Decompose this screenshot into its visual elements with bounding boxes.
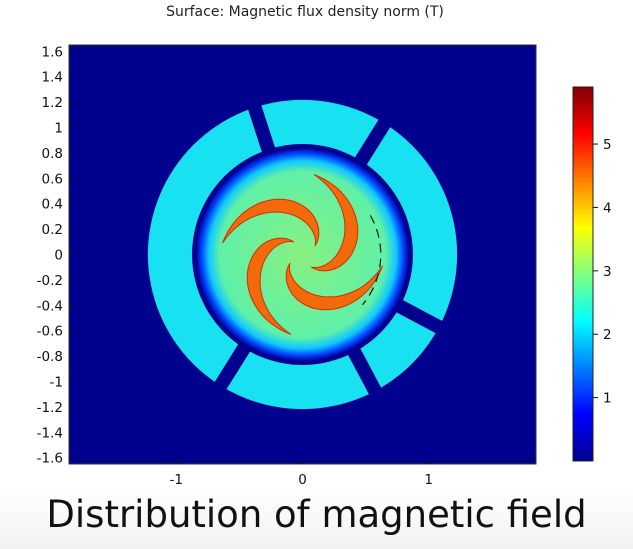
y-tick-label: 0 — [54, 248, 63, 264]
y-tick-label: -1.6 — [37, 451, 63, 467]
colorbar-tick-label: 3 — [603, 264, 612, 280]
x-tick-label: 1 — [424, 472, 433, 488]
y-tick-label: 1.6 — [42, 44, 63, 60]
spiral-arm — [310, 174, 359, 272]
y-tick-label: 1 — [54, 121, 63, 137]
colorbar-tick-label: 1 — [603, 391, 612, 407]
y-tick-label: -0.6 — [37, 324, 63, 340]
y-tick-label: 0.8 — [42, 146, 63, 162]
stator-slot — [344, 342, 392, 414]
y-tick-label: 0.6 — [42, 171, 63, 187]
x-tick-label: -1 — [170, 472, 183, 488]
motor-geometry — [147, 84, 462, 414]
y-tick-label: -0.4 — [37, 298, 63, 314]
spiral-arm — [222, 198, 320, 247]
x-tick-label: 0 — [298, 472, 307, 488]
y-tick-label: -0.2 — [37, 273, 63, 289]
colorbar-tick-label: 5 — [603, 137, 612, 153]
stator-slot — [241, 84, 278, 159]
y-axis: 1.6 1.4 1.2 1 0.8 0.6 0.4 0.2 0 -0.2 -0.4 -0.6 -0.8 -… — [37, 44, 74, 467]
y-tick-label: 0.2 — [42, 222, 63, 238]
caption-background — [0, 488, 633, 549]
y-tick-label: -1.4 — [37, 425, 63, 441]
y-tick-label: 1.4 — [42, 70, 63, 86]
y-tick-label: -0.8 — [37, 349, 63, 365]
y-tick-label: 1.2 — [42, 95, 63, 111]
figure-caption: Distribution of magnetic field — [46, 493, 587, 536]
y-tick-label: -1 — [50, 374, 63, 390]
colorbar-tick-label: 2 — [603, 327, 612, 343]
x-axis: -1 0 1 — [170, 459, 433, 488]
plot-title: Surface: Magnetic flux density norm (T) — [166, 4, 444, 20]
colorbar-gradient — [572, 86, 594, 462]
stator-slot — [390, 296, 462, 344]
stator-slot — [202, 338, 254, 409]
y-tick-label: -1.2 — [37, 400, 63, 416]
colorbar-tick-label: 4 — [603, 200, 612, 216]
dashed-arc — [361, 215, 382, 306]
y-tick-label: 0.4 — [42, 197, 63, 213]
spiral-arm — [246, 237, 295, 335]
colorbar: 5 4 3 2 1 — [572, 86, 612, 462]
spiral-arm — [285, 262, 383, 311]
stator-slot — [351, 100, 403, 171]
rotor-core — [195, 147, 410, 362]
